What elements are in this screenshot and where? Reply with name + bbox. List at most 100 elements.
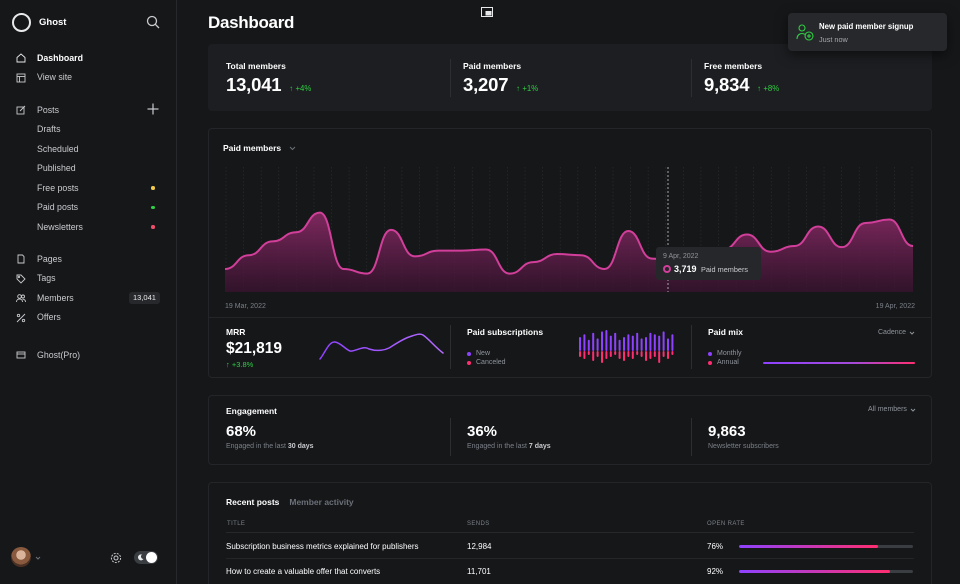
percent-icon xyxy=(16,313,26,322)
bar-new xyxy=(583,334,586,351)
sidebar-item-published[interactable]: Published xyxy=(0,159,177,179)
sidebar-item-posts[interactable]: Posts xyxy=(0,100,177,120)
post-sends: 12,984 xyxy=(467,542,492,551)
mrr-sparkline xyxy=(319,333,444,360)
kpi-free-members[interactable]: Free members 9,834 ↑ +8% xyxy=(704,61,779,96)
kpi-label: Free members xyxy=(704,61,763,71)
bar-canceled xyxy=(605,351,608,359)
sidebar-item-members[interactable]: Members 13,041 xyxy=(0,288,177,308)
mrr-label: MRR xyxy=(226,327,246,337)
status-dot xyxy=(151,205,155,209)
divider xyxy=(450,418,451,456)
tag-icon xyxy=(16,274,26,284)
theme-toggle[interactable] xyxy=(134,551,158,564)
sidebar-item-paid-posts[interactable]: Paid posts xyxy=(0,198,177,218)
sidebar-item-view-site[interactable]: View site xyxy=(0,68,177,88)
sidebar-item-label: Free posts xyxy=(37,182,79,193)
engagement-sub: Newsletter subscribers xyxy=(708,443,779,450)
engagement-filter-dropdown[interactable]: All members xyxy=(868,406,916,413)
tooltip-value: 3,719 xyxy=(674,263,697,274)
paid-members-area-chart[interactable] xyxy=(225,167,913,295)
engagement-filter-label: All members xyxy=(868,406,907,413)
bar-canceled xyxy=(587,351,590,355)
mrr-widget[interactable]: MRR $21,819 ↑ +3.8% xyxy=(226,327,282,369)
bar-canceled xyxy=(631,351,634,359)
status-dot xyxy=(151,186,155,190)
page-title: Dashboard xyxy=(208,13,295,32)
bar-new xyxy=(631,335,634,351)
divider xyxy=(691,325,692,369)
sidebar-item-label: Offers xyxy=(37,312,61,323)
bar-canceled xyxy=(645,351,647,361)
sidebar-item-pages[interactable]: Pages xyxy=(0,249,177,269)
tooltip-label: Paid members xyxy=(701,265,749,274)
cadence-label: Cadence xyxy=(878,329,907,336)
cadence-dropdown[interactable]: Cadence xyxy=(878,329,915,336)
bar-canceled xyxy=(583,351,586,359)
bar-canceled xyxy=(596,351,599,357)
tab-member-activity[interactable]: Member activity xyxy=(289,497,354,507)
gear-icon[interactable] xyxy=(110,552,122,564)
sidebar-item-label: Pages xyxy=(37,253,62,264)
picture-in-picture-icon[interactable] xyxy=(481,7,493,17)
paid-subscriptions-bars xyxy=(579,330,674,363)
bar-new xyxy=(601,331,603,351)
open-rate-bar xyxy=(739,545,913,548)
bar-new xyxy=(658,335,661,351)
sidebar-item-ghost-pro[interactable]: Ghost(Pro) xyxy=(0,345,177,365)
sidebar-item-free-posts[interactable]: Free posts xyxy=(0,178,177,198)
ghost-logo-icon xyxy=(12,13,31,32)
paid-subscriptions-widget[interactable]: Paid subscriptions New Canceled xyxy=(467,327,543,366)
mrr-delta-value: +3.8% xyxy=(231,360,254,369)
kpi-value: 13,041 xyxy=(226,74,282,95)
status-dot xyxy=(151,225,155,229)
sidebar-item-offers[interactable]: Offers xyxy=(0,308,177,328)
engagement-sub-text: Newsletter subscribers xyxy=(708,443,779,450)
notification-toast[interactable]: New paid member signup Just now xyxy=(788,13,947,51)
brand-name: Ghost xyxy=(39,17,67,28)
bar-canceled xyxy=(658,351,661,363)
bar-new xyxy=(592,332,595,351)
search-icon[interactable] xyxy=(146,15,160,29)
sidebar-item-drafts[interactable]: Drafts xyxy=(0,120,177,140)
bar-canceled xyxy=(623,351,625,361)
chart-date-start: 19 Mar, 2022 xyxy=(225,303,266,310)
legend-canceled: Canceled xyxy=(467,359,543,366)
divider xyxy=(450,325,451,369)
bar-canceled xyxy=(618,351,621,359)
sidebar-item-label: Drafts xyxy=(37,124,61,135)
chart-metric-dropdown[interactable]: Paid members xyxy=(223,143,296,153)
bar-canceled xyxy=(667,351,669,359)
engagement-7-days: 36% Engaged in the last 7 days xyxy=(467,423,551,450)
tab-recent-posts[interactable]: Recent posts xyxy=(226,497,280,507)
add-post-icon[interactable] xyxy=(147,103,159,115)
sidebar-item-dashboard[interactable]: Dashboard xyxy=(0,48,177,68)
bar-canceled xyxy=(579,351,581,357)
paid-mix-widget[interactable]: Paid mix Monthly Annual xyxy=(708,327,743,366)
avatar[interactable] xyxy=(11,547,31,567)
series-line xyxy=(225,211,913,275)
chevron-down-icon[interactable] xyxy=(35,555,41,561)
kpi-total-members[interactable]: Total members 13,041 ↑ +4% xyxy=(226,61,311,96)
user-add-icon xyxy=(796,24,814,41)
sidebar-item-tags[interactable]: Tags xyxy=(0,269,177,289)
brand[interactable]: Ghost xyxy=(12,13,66,32)
sidebar-item-scheduled[interactable]: Scheduled xyxy=(0,139,177,159)
moon-icon xyxy=(138,553,144,560)
kpi-paid-members[interactable]: Paid members 3,207 ↑ +1% xyxy=(463,61,538,96)
bar-new xyxy=(653,334,656,351)
page-icon xyxy=(17,254,25,264)
members-count-badge: 13,041 xyxy=(129,292,160,304)
paid-subs-title: Paid subscriptions xyxy=(467,327,544,337)
paid-members-card: Paid members 19 Mar, 2022 19 Apr, 2022 9… xyxy=(208,128,932,378)
kpi-delta: ↑ +4% xyxy=(289,84,312,93)
bar-canceled xyxy=(614,351,617,355)
table-row[interactable]: How to create a valuable offer that conv… xyxy=(226,559,914,584)
sidebar-item-newsletters[interactable]: Newsletters xyxy=(0,217,177,237)
divider xyxy=(226,558,914,559)
legend-dot xyxy=(467,360,471,365)
engagement-value: 9,863 xyxy=(708,423,746,440)
divider xyxy=(691,418,692,456)
table-row[interactable]: Subscription business metrics explained … xyxy=(226,534,914,559)
kpi-card: Total members 13,041 ↑ +4% Paid members 3… xyxy=(208,44,932,111)
